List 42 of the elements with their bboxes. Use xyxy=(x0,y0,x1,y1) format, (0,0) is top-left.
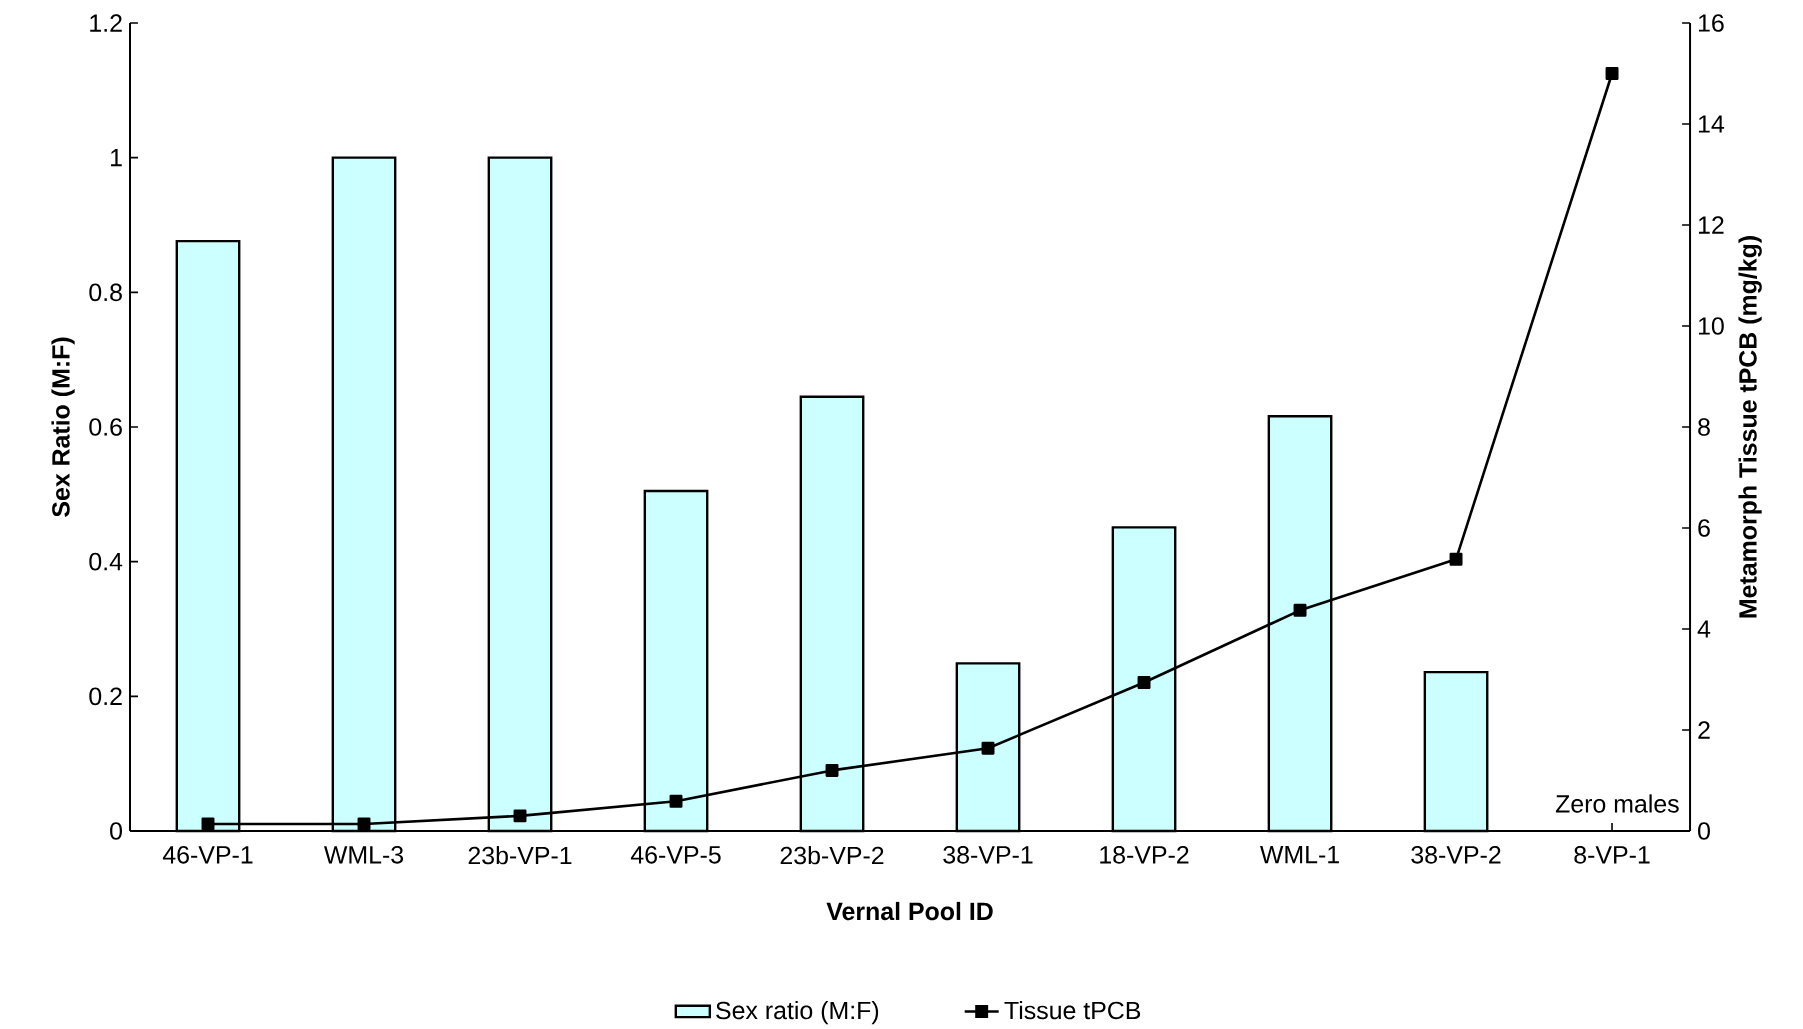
x-tick-label: 8-VP-1 xyxy=(1574,846,1650,864)
legend-label: Tissue tPCB xyxy=(1004,1000,1141,1020)
point xyxy=(1137,676,1151,690)
point xyxy=(981,741,995,755)
y2-tick-label: 4 xyxy=(1697,620,1711,638)
y-tick-label: 0.6 xyxy=(89,418,122,436)
point xyxy=(669,794,683,808)
y-tick-label: 0.2 xyxy=(89,687,122,706)
point xyxy=(201,817,215,831)
x-tick-label: 23b-VP-2 xyxy=(780,846,884,865)
x-axis-title: Vernal Pool ID xyxy=(826,901,993,921)
y-tick-label: 0 xyxy=(110,822,122,840)
x-tick-label: WML-3 xyxy=(324,846,404,864)
y2-tick-label: 6 xyxy=(1698,519,1710,537)
point xyxy=(357,817,371,831)
y2-tick-label: 2 xyxy=(1698,721,1710,739)
y2-tick-label: 10 xyxy=(1698,317,1724,335)
legend-label: Sex ratio (M:F) xyxy=(716,1000,879,1025)
x-tick-label: 46-VP-5 xyxy=(630,846,721,864)
x-tick-label: 46-VP-1 xyxy=(162,846,253,864)
y2-tick-label: 16 xyxy=(1698,14,1724,32)
y-tick-label: 1 xyxy=(111,149,122,167)
x-tick-label: 38-VP-1 xyxy=(943,846,1033,864)
y2-axis-title: Metamorph Tissue tPCB (mg/kg) xyxy=(1738,236,1762,618)
point xyxy=(513,809,527,823)
y2-tick-label: 0 xyxy=(1698,822,1710,840)
x-tick-label: 23b-VP-1 xyxy=(468,846,572,865)
x-tick-label: 38-VP-2 xyxy=(1411,846,1501,864)
point xyxy=(825,763,839,777)
y-tick-label: 0.4 xyxy=(89,552,123,571)
x-tick-label: WML-1 xyxy=(1260,846,1339,864)
point xyxy=(1605,67,1619,80)
point xyxy=(1293,603,1307,617)
point xyxy=(1449,552,1463,566)
y2-tick-label: 14 xyxy=(1698,115,1725,133)
x-tick-label: 18-VP-2 xyxy=(1100,846,1189,864)
annotation: Zero males xyxy=(1555,794,1679,813)
y2-tick-label: 8 xyxy=(1698,418,1710,436)
y-axis-title: Sex Ratio (M:F) xyxy=(51,337,75,517)
y-tick-label: 0.8 xyxy=(89,283,122,302)
y-tick-label: 1.2 xyxy=(90,14,122,32)
y2-tick-label: 12 xyxy=(1698,216,1724,234)
